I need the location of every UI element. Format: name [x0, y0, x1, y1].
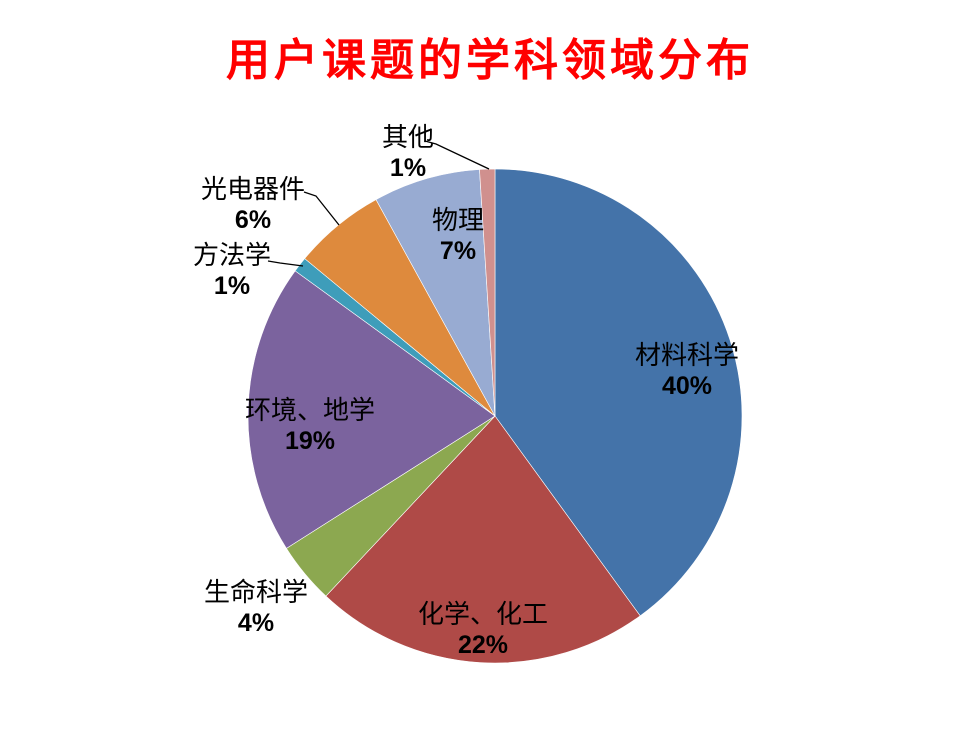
- slice-label-materials-science-pct: 40%: [661, 372, 713, 400]
- pie-slices: [247, 168, 743, 664]
- slice-label-optoelectronics-name: 光电器件: [200, 175, 306, 204]
- leader-line-others: [424, 140, 490, 170]
- slice-label-chemistry-name: 化学、化工: [417, 600, 549, 629]
- slice-label-life-science-name: 生命科学: [203, 578, 309, 607]
- slice-label-environment-name: 环境、地学: [244, 396, 376, 425]
- leader-line-methodology: [267, 260, 304, 267]
- slice-label-optoelectronics-pct: 6%: [234, 206, 272, 234]
- slice-label-methodology-pct: 1%: [213, 272, 251, 300]
- chart-title: 用户课题的学科领域分布: [226, 36, 754, 85]
- slice-label-physics-pct: 7%: [439, 237, 477, 265]
- slice-label-methodology: 方法学 1%: [193, 241, 271, 301]
- slice-label-chemistry-pct: 22%: [457, 631, 509, 659]
- slice-label-life-science-pct: 4%: [237, 609, 275, 637]
- slice-label-others: 其他 1%: [382, 123, 434, 183]
- pie-slice-0: [494, 168, 743, 617]
- leader-line-optoelectronic-devices: [303, 191, 340, 226]
- pie-slice-3: [247, 270, 496, 549]
- pie-slice-1: [325, 415, 641, 664]
- slice-label-environment-pct: 19%: [284, 427, 336, 455]
- slice-label-methodology-name: 方法学: [192, 241, 272, 270]
- slice-label-life-science: 生命科学 4%: [204, 578, 308, 638]
- slice-label-others-name: 其他: [381, 123, 435, 152]
- slice-label-physics: 物理 7%: [432, 206, 484, 266]
- slice-label-physics-name: 物理: [431, 206, 485, 235]
- slice-label-environment-geoscience: 环境、地学 19%: [245, 396, 375, 456]
- pie-slice-7: [479, 168, 496, 417]
- slice-label-optoelectronic-devices: 光电器件 6%: [201, 175, 305, 235]
- pie-slice-6: [375, 169, 496, 417]
- slice-label-others-pct: 1%: [389, 154, 427, 182]
- slice-label-chemistry-chemical-engineering: 化学、化工 22%: [418, 600, 548, 660]
- slice-label-materials-science: 材料科学 40%: [635, 341, 739, 401]
- slice-label-materials-science-name: 材料科学: [634, 341, 740, 370]
